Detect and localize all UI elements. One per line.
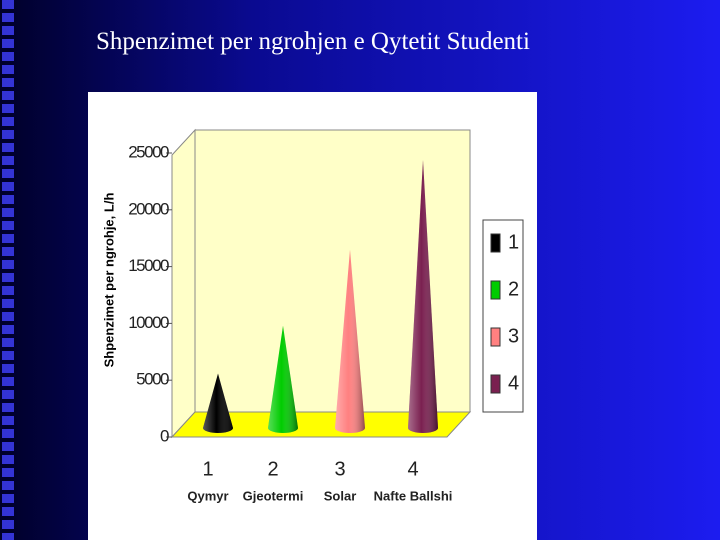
legend-label: 2 xyxy=(508,278,519,300)
slide-title: Shpenzimet per ngrohjen e Qytetit Studen… xyxy=(96,28,530,55)
x-tick-label: 1 xyxy=(202,458,213,480)
y-tick-label: 20000 xyxy=(128,199,169,218)
cone xyxy=(408,159,438,434)
x-category-name: Qymyr xyxy=(187,488,228,503)
cone xyxy=(335,249,365,433)
floor xyxy=(170,411,472,438)
x-tick-label: 2 xyxy=(267,458,278,480)
legend-swatch xyxy=(490,233,501,253)
cone-shade xyxy=(268,325,298,433)
legend xyxy=(482,219,524,413)
y-tick-label: 10000 xyxy=(128,313,169,332)
y-tick-label: 15000 xyxy=(128,256,169,275)
y-tick-label: 0 xyxy=(160,426,169,445)
legend-label: 3 xyxy=(508,325,519,347)
legend-swatch xyxy=(490,374,501,394)
side-wall xyxy=(171,128,196,439)
cone-shade xyxy=(203,373,233,433)
cone xyxy=(203,373,233,433)
x-tick-label: 4 xyxy=(407,458,418,480)
y-tick-label: 5000 xyxy=(136,370,169,389)
x-category-name: Solar xyxy=(324,488,357,503)
legend-label: 4 xyxy=(508,372,519,394)
legend-swatch xyxy=(490,327,501,347)
legend-swatch xyxy=(490,280,501,300)
decor xyxy=(2,0,14,540)
x-category-name: Nafte Ballshi xyxy=(374,488,453,503)
y-axis-title: Shpenzimet per ngrohje, L/h xyxy=(101,193,116,368)
cone-shade xyxy=(335,249,365,433)
x-tick-label: 3 xyxy=(334,458,345,480)
y-tick-label: 25000 xyxy=(128,142,169,161)
x-category-name: Gjeotermi xyxy=(243,488,304,503)
legend-label: 1 xyxy=(508,231,519,253)
cone-shade xyxy=(408,159,438,434)
cone xyxy=(268,325,298,433)
